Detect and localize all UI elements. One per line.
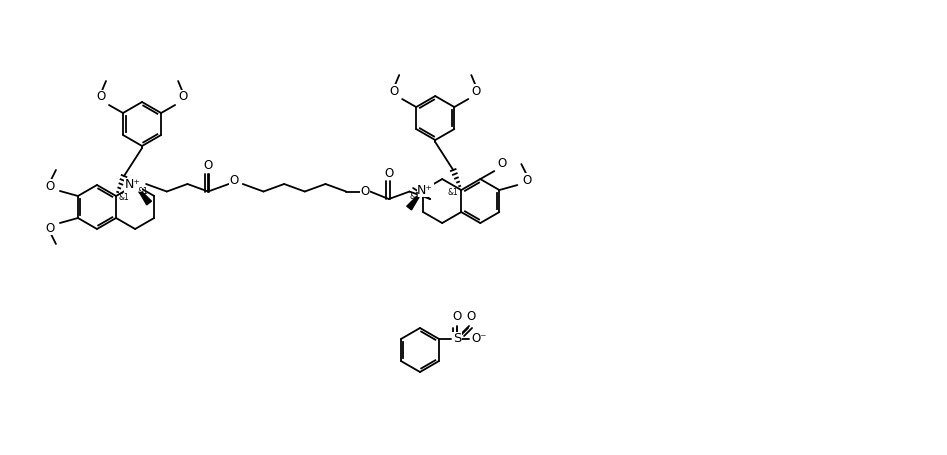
Text: O: O [204, 159, 213, 172]
Text: O: O [361, 185, 369, 198]
Text: O: O [453, 309, 462, 323]
Polygon shape [407, 190, 423, 210]
Text: O: O [45, 180, 55, 192]
Text: &1: &1 [137, 187, 149, 196]
Text: O: O [178, 91, 188, 103]
Text: O: O [498, 157, 507, 170]
Text: O: O [389, 85, 399, 97]
Polygon shape [135, 185, 152, 205]
Text: &1: &1 [118, 193, 130, 202]
Text: &1: &1 [448, 187, 458, 197]
Text: O: O [45, 222, 55, 234]
Text: O: O [467, 309, 475, 323]
Text: O: O [97, 91, 106, 103]
Text: O⁻: O⁻ [472, 333, 487, 345]
Text: O: O [229, 175, 239, 187]
Text: O: O [523, 173, 532, 187]
Text: S: S [453, 333, 461, 345]
Text: O: O [384, 167, 393, 180]
Text: &1: &1 [410, 192, 420, 201]
Text: N⁺: N⁺ [417, 183, 433, 197]
Text: O: O [472, 85, 481, 97]
Text: N⁺: N⁺ [125, 178, 141, 192]
